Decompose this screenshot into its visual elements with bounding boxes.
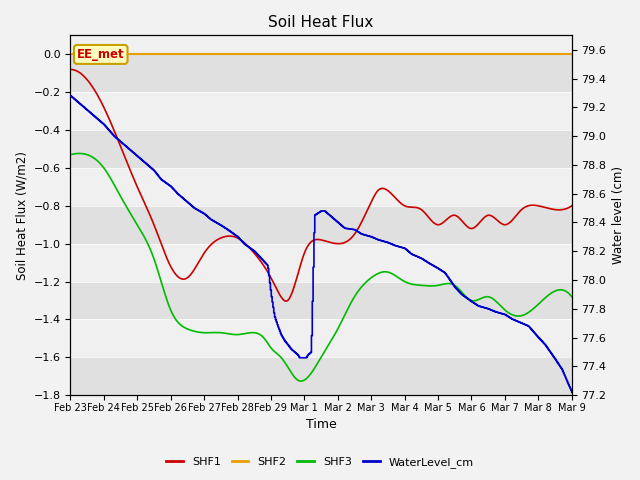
Y-axis label: Soil Heat Flux (W/m2): Soil Heat Flux (W/m2) — [15, 151, 28, 280]
Bar — [70, 357, 572, 395]
Bar — [70, 54, 572, 92]
Text: EE_met: EE_met — [77, 48, 125, 61]
Bar — [70, 282, 572, 320]
Bar — [70, 206, 572, 244]
Bar — [70, 130, 572, 168]
Legend: SHF1, SHF2, SHF3, WaterLevel_cm: SHF1, SHF2, SHF3, WaterLevel_cm — [162, 452, 478, 472]
Y-axis label: Water level (cm): Water level (cm) — [612, 166, 625, 264]
Title: Soil Heat Flux: Soil Heat Flux — [268, 15, 374, 30]
X-axis label: Time: Time — [306, 419, 337, 432]
